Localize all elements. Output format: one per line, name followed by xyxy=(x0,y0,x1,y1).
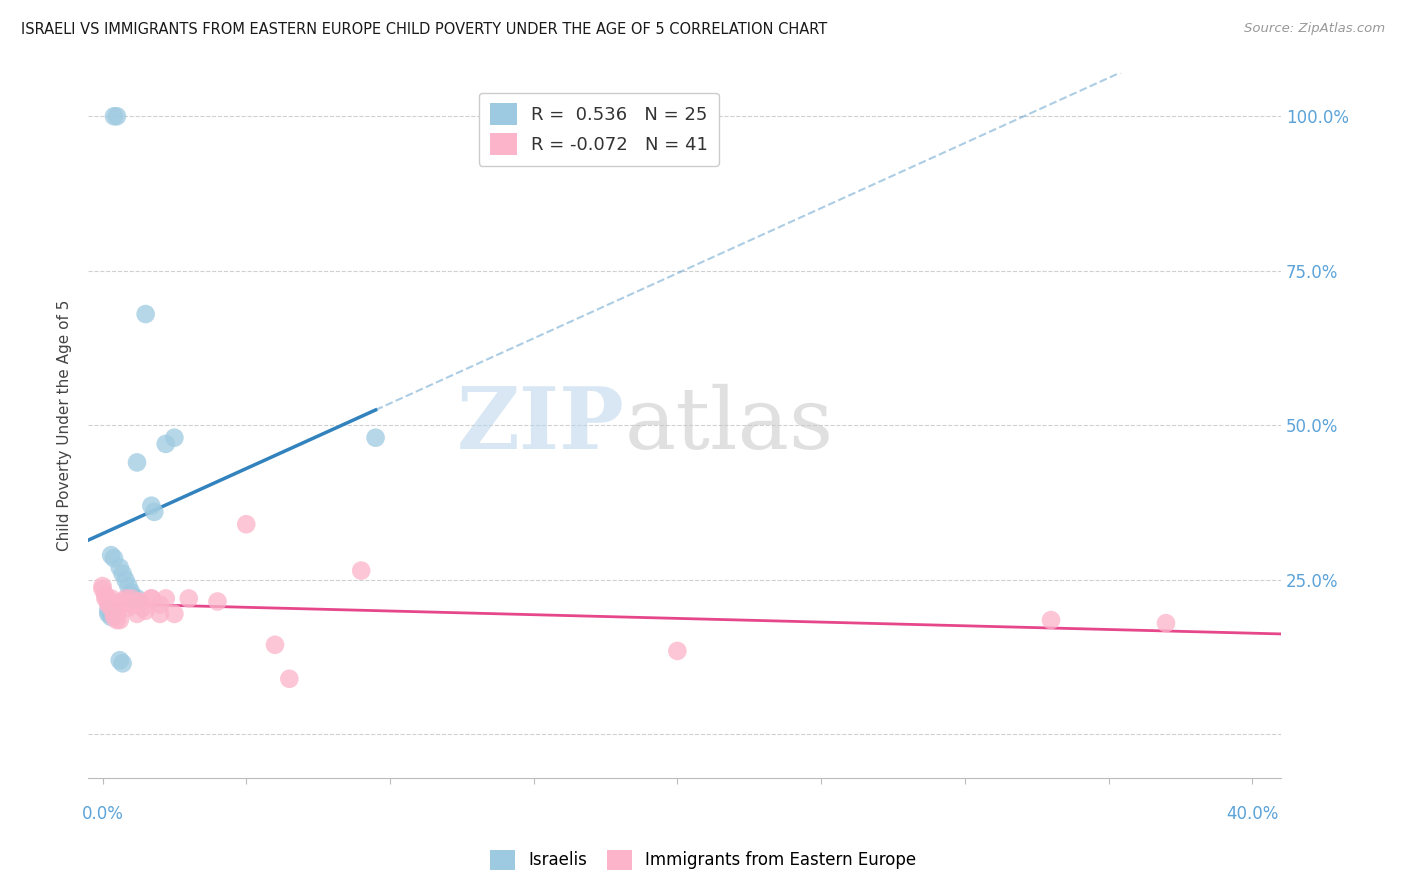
Point xyxy=(97,604,120,618)
Point xyxy=(163,431,186,445)
Point xyxy=(666,644,689,658)
Point xyxy=(364,431,387,445)
Point xyxy=(149,607,172,621)
Point xyxy=(111,566,134,581)
Point xyxy=(111,657,134,671)
Point xyxy=(100,594,122,608)
Point xyxy=(103,607,125,621)
Point xyxy=(105,109,128,123)
Text: atlas: atlas xyxy=(624,384,834,467)
Point xyxy=(135,604,157,618)
Point xyxy=(125,594,148,608)
Point xyxy=(97,594,120,608)
Point xyxy=(1040,613,1063,627)
Text: ISRAELI VS IMMIGRANTS FROM EASTERN EUROPE CHILD POVERTY UNDER THE AGE OF 5 CORRE: ISRAELI VS IMMIGRANTS FROM EASTERN EUROP… xyxy=(21,22,827,37)
Legend: R =  0.536   N = 25, R = -0.072   N = 41: R = 0.536 N = 25, R = -0.072 N = 41 xyxy=(479,93,718,166)
Text: Source: ZipAtlas.com: Source: ZipAtlas.com xyxy=(1244,22,1385,36)
Text: 0.0%: 0.0% xyxy=(82,805,124,823)
Point xyxy=(91,579,114,593)
Point xyxy=(1154,616,1177,631)
Point xyxy=(264,638,287,652)
Point xyxy=(128,594,150,608)
Point xyxy=(108,560,131,574)
Point xyxy=(177,591,200,606)
Point xyxy=(125,455,148,469)
Point xyxy=(155,437,177,451)
Point xyxy=(235,517,257,532)
Point xyxy=(141,499,163,513)
Point xyxy=(125,591,148,606)
Point xyxy=(117,600,139,615)
Point xyxy=(141,591,163,606)
Point xyxy=(143,505,166,519)
Point xyxy=(155,591,177,606)
Point xyxy=(100,548,122,562)
Point xyxy=(97,598,120,612)
Point xyxy=(100,591,122,606)
Point xyxy=(97,607,120,621)
Text: ZIP: ZIP xyxy=(457,384,624,467)
Point xyxy=(100,607,122,621)
Point xyxy=(100,610,122,624)
Point xyxy=(135,307,157,321)
Point xyxy=(278,672,301,686)
Point xyxy=(350,564,373,578)
Point xyxy=(132,600,155,615)
Point xyxy=(111,598,134,612)
Point xyxy=(114,591,136,606)
Point xyxy=(105,613,128,627)
Point xyxy=(122,591,145,606)
Point xyxy=(108,613,131,627)
Point xyxy=(120,585,142,599)
Legend: Israelis, Immigrants from Eastern Europe: Israelis, Immigrants from Eastern Europe xyxy=(484,843,922,877)
Point xyxy=(108,653,131,667)
Point xyxy=(111,594,134,608)
Point xyxy=(94,588,117,602)
Point xyxy=(141,591,163,606)
Point xyxy=(120,598,142,612)
Point xyxy=(114,594,136,608)
Point xyxy=(100,600,122,615)
Point xyxy=(91,582,114,596)
Point xyxy=(163,607,186,621)
Point xyxy=(103,551,125,566)
Text: 40.0%: 40.0% xyxy=(1226,805,1278,823)
Point xyxy=(103,109,125,123)
Point xyxy=(105,607,128,621)
Point xyxy=(120,591,142,606)
Point xyxy=(94,591,117,606)
Point xyxy=(114,573,136,587)
Point xyxy=(120,588,142,602)
Y-axis label: Child Poverty Under the Age of 5: Child Poverty Under the Age of 5 xyxy=(58,300,72,551)
Point xyxy=(125,607,148,621)
Point xyxy=(103,610,125,624)
Point xyxy=(207,594,229,608)
Point xyxy=(117,579,139,593)
Point xyxy=(149,598,172,612)
